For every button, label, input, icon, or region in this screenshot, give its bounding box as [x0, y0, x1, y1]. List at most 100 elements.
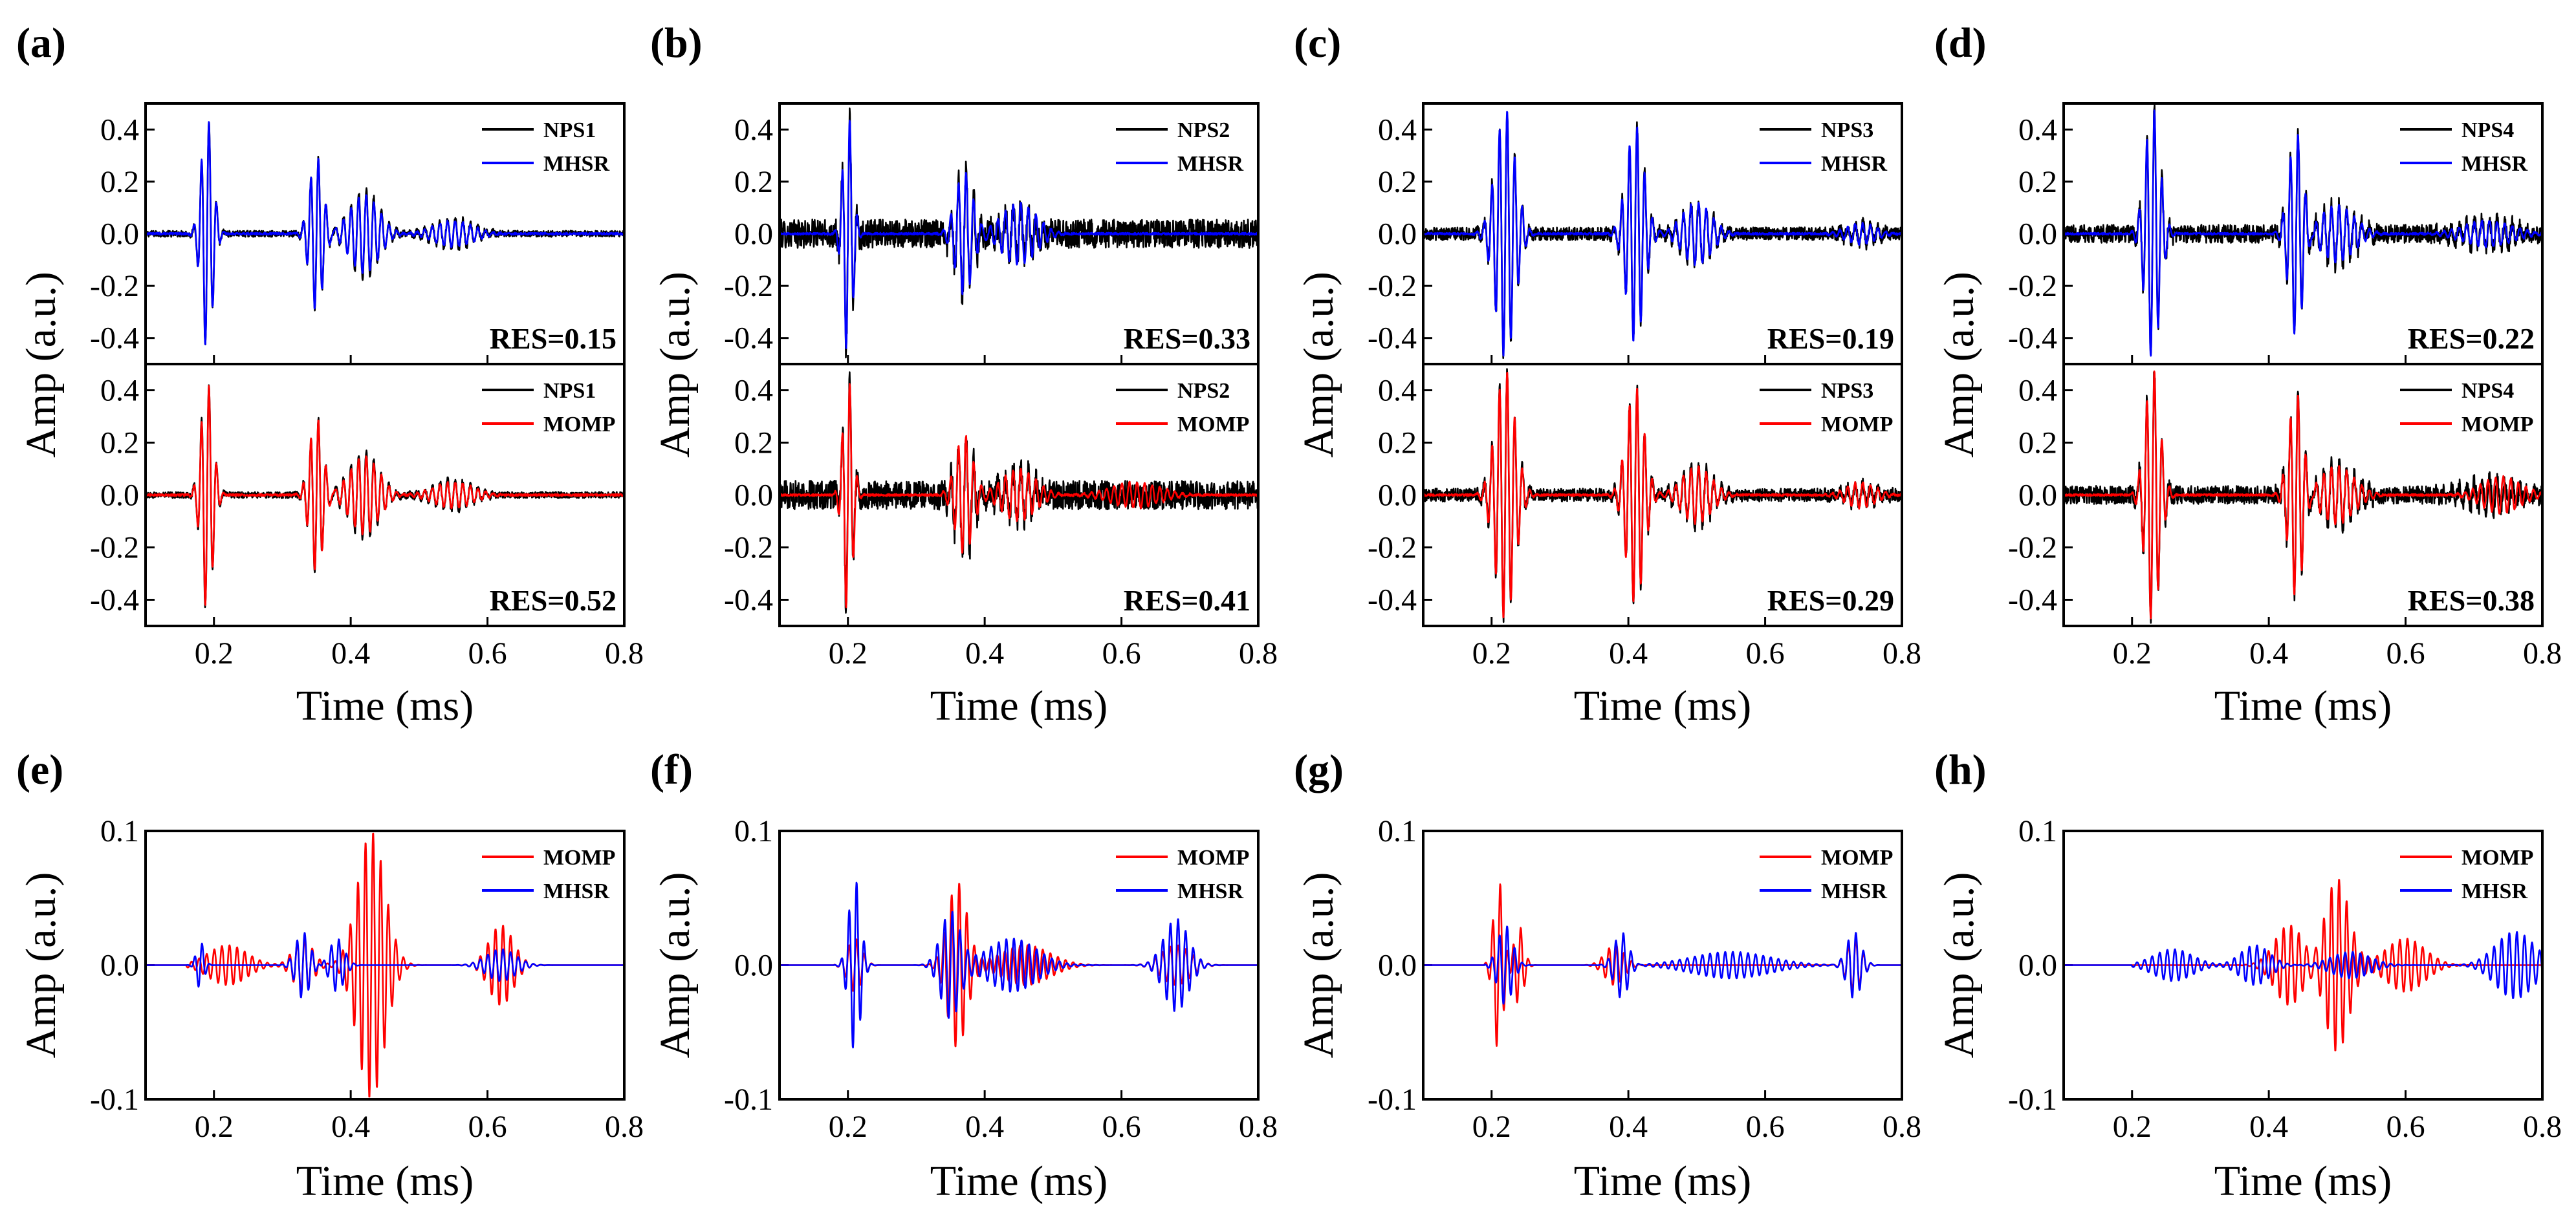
- y-axis-title: Amp (a.u.): [17, 272, 65, 458]
- y-tick-label: -0.2: [90, 531, 139, 565]
- series-line-momp: [147, 385, 623, 606]
- series-line-mhsr: [147, 932, 623, 998]
- y-axis-title: Amp (a.u.): [1295, 872, 1342, 1059]
- legend-label-nps1: NPS1: [543, 379, 596, 403]
- y-tick-label: 0.4: [734, 113, 773, 147]
- legend-label-momp: MOMP: [1177, 413, 1249, 436]
- y-tick-label: -0.1: [90, 1083, 139, 1117]
- y-tick-label: -0.2: [724, 269, 773, 303]
- x-tick-label: 0.2: [1472, 1110, 1511, 1144]
- res-value: RES=0.15: [490, 322, 617, 355]
- y-tick-label: 0.2: [100, 426, 139, 460]
- y-tick-label: 0.2: [734, 165, 773, 199]
- legend-label-mhsr: MHSR: [1177, 152, 1243, 176]
- x-tick-label: 0.2: [829, 1110, 868, 1144]
- series-line-mhsr: [2065, 109, 2541, 357]
- x-tick-label: 0.4: [2249, 1110, 2288, 1144]
- y-tick-label: -0.2: [1368, 531, 1417, 565]
- panel-label: (g): [1294, 746, 1344, 793]
- legend-label-momp: MOMP: [1177, 846, 1249, 870]
- y-tick-label: 0.4: [2018, 374, 2057, 408]
- x-tick-label: 0.2: [195, 636, 234, 671]
- y-axis-title: Amp (a.u.): [1295, 272, 1342, 458]
- subplot-lower: -0.4 -0.2 0.0 0.2 0.4 0.2 0.4 0.6 0.8 NPS3 MOMP RES…: [1368, 363, 1921, 671]
- x-tick-label: 0.6: [468, 1110, 507, 1144]
- x-tick-label: 0.4: [965, 636, 1004, 671]
- panel-b: (b) -0.4 -0.2 0.0 0.2 0.4 NPS2 MHSR RES=0.33 -0.4…: [650, 19, 1278, 729]
- legend-label-nps1: NPS1: [543, 118, 596, 142]
- x-axis-title: Time (ms): [1574, 1158, 1751, 1205]
- x-tick-label: 0.6: [468, 636, 507, 671]
- x-axis-title: Time (ms): [1574, 682, 1751, 729]
- y-tick-label: -0.4: [2008, 583, 2057, 618]
- series-group: [2065, 879, 2541, 1051]
- x-axis-title: Time (ms): [2214, 682, 2392, 729]
- y-tick-label: 0.1: [100, 814, 139, 848]
- y-tick-label: 0.0: [1378, 217, 1417, 252]
- y-tick-label: 0.4: [1378, 374, 1417, 408]
- x-tick-label: 0.2: [2113, 636, 2152, 671]
- series-line-mhsr: [1424, 111, 1901, 357]
- y-tick-label: -0.4: [2008, 321, 2057, 356]
- panel-h: (h) -0.1 0.0 0.1 0.2 0.4 0.6 0.8 MOMP MHSR Amp (a.…: [1934, 746, 2562, 1205]
- subplot-upper: -0.4 -0.2 0.0 0.2 0.4 NPS1 MHSR RES=0.15: [90, 102, 626, 365]
- x-tick-label: 0.6: [1102, 636, 1141, 671]
- series-group: [147, 384, 623, 609]
- series-line-mhsr: [147, 121, 623, 345]
- panel-label: (c): [1294, 19, 1341, 67]
- panel-label: (a): [16, 19, 66, 67]
- series-line-mhsr: [1424, 925, 1901, 1005]
- series-line-nps4: [2065, 105, 2541, 356]
- legend-label-nps2: NPS2: [1177, 379, 1230, 403]
- series-line-mhsr: [2065, 931, 2541, 999]
- res-value: RES=0.41: [1124, 584, 1250, 617]
- x-axis-title: Time (ms): [296, 682, 474, 729]
- y-tick-label: 0.0: [2018, 479, 2057, 513]
- series-line-mhsr: [781, 120, 1257, 349]
- x-tick-label: 0.6: [1102, 1110, 1141, 1144]
- x-tick-label: 0.4: [331, 636, 370, 671]
- y-tick-label: 0.4: [1378, 113, 1417, 147]
- panel-label: (h): [1934, 746, 1987, 793]
- legend-label-mhsr: MHSR: [543, 152, 609, 176]
- res-value: RES=0.33: [1124, 322, 1250, 355]
- legend-label-mhsr: MHSR: [2461, 152, 2527, 176]
- x-tick-label: 0.8: [2523, 636, 2562, 671]
- x-tick-label: 0.8: [1883, 636, 1921, 671]
- x-tick-label: 0.6: [1746, 636, 1785, 671]
- series-group: [147, 121, 623, 345]
- y-tick-label: -0.2: [2008, 269, 2057, 303]
- legend-label-nps4: NPS4: [2461, 379, 2514, 403]
- y-tick-label: -0.2: [724, 531, 773, 565]
- x-axis-title: Time (ms): [296, 1158, 474, 1205]
- y-tick-label: -0.1: [1368, 1083, 1417, 1117]
- y-tick-label: 0.0: [734, 217, 773, 252]
- y-tick-label: 0.2: [734, 426, 773, 460]
- x-tick-label: 0.4: [965, 1110, 1004, 1144]
- res-value: RES=0.38: [2408, 584, 2535, 617]
- legend-label-momp: MOMP: [543, 846, 615, 870]
- panel-label: (b): [650, 19, 703, 67]
- y-tick-label: 0.0: [734, 479, 773, 513]
- x-tick-label: 0.8: [1239, 1110, 1278, 1144]
- y-tick-label: -0.2: [1368, 269, 1417, 303]
- y-tick-label: 0.4: [100, 113, 139, 147]
- x-axis-title: Time (ms): [2214, 1158, 2392, 1205]
- series-group: [781, 881, 1257, 1049]
- legend-label-nps4: NPS4: [2461, 118, 2514, 142]
- y-axis-title: Amp (a.u.): [1936, 872, 1983, 1059]
- panel-a: (a)-0.4-0.20.00.20.4 NPS1MHSRRES=0.15-0.4…: [16, 19, 644, 729]
- legend-label-momp: MOMP: [2461, 846, 2533, 870]
- y-tick-label: 0.0: [100, 479, 139, 513]
- y-tick-label: 0.1: [1378, 814, 1417, 848]
- y-axis-title: Amp (a.u.): [651, 872, 699, 1059]
- series-line-momp: [1424, 371, 1901, 619]
- y-tick-label: -0.4: [724, 321, 773, 356]
- series-line-momp: [781, 383, 1257, 609]
- x-tick-label: 0.8: [605, 1110, 644, 1144]
- panel-e: (e) -0.1 0.0 0.1 0.2 0.4 0.6 0.8 MOMP MHSR Amp (a.…: [16, 746, 644, 1205]
- y-tick-label: -0.4: [724, 583, 773, 618]
- y-tick-label: 0.0: [734, 949, 773, 983]
- res-value: RES=0.29: [1767, 584, 1894, 617]
